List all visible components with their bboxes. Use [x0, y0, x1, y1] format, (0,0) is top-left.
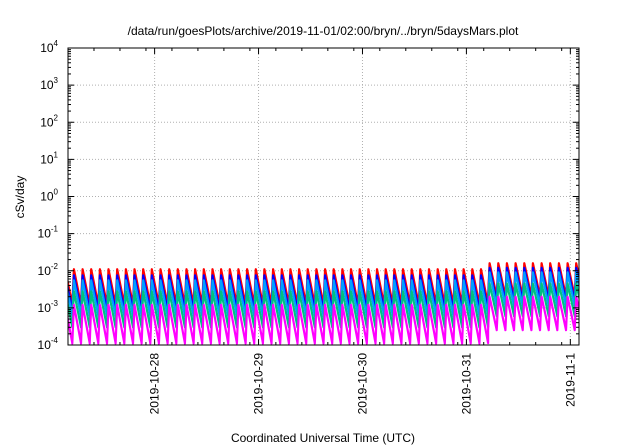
y-tick-exponent: 4	[54, 39, 59, 48]
y-tick-base: 10	[40, 190, 54, 204]
x-tick-label: 2019-11-1	[563, 353, 577, 407]
y-tick-exponent: 3	[54, 76, 59, 85]
y-tick-label: 10-3	[38, 299, 59, 315]
x-tick-label: 2019-10-29	[252, 353, 266, 415]
y-tick-label: 10-2	[38, 262, 59, 278]
y-tick-exponent: 2	[54, 113, 59, 122]
y-tick-label: 102	[40, 113, 58, 129]
y-tick-exponent: 1	[54, 150, 59, 159]
y-tick-base: 10	[40, 78, 54, 92]
chart-title: /data/run/goesPlots/archive/2019-11-01/0…	[128, 24, 519, 38]
x-tick-label: 2019-10-28	[148, 353, 162, 415]
series-line-4	[68, 295, 579, 345]
y-tick-base: 10	[40, 41, 54, 55]
y-tick-label: 10-4	[38, 336, 59, 352]
y-tick-label: 10-1	[38, 225, 59, 241]
x-axis-ticks: 2019-10-28 2019-10-29 2019-10-30 2019-10-31…	[67, 48, 577, 415]
x-tick-label: 2019-10-30	[355, 353, 369, 415]
y-tick-base: 10	[38, 301, 52, 315]
x-tick-label: 2019-10-31	[459, 353, 473, 415]
y-tick-exponent: -3	[51, 299, 59, 308]
y-tick-label: 104	[40, 39, 58, 55]
series-group	[68, 262, 579, 345]
y-tick-base: 10	[38, 227, 52, 241]
y-tick-base: 10	[40, 152, 54, 166]
y-axis-label: cSv/day	[13, 176, 27, 219]
y-tick-exponent: -2	[51, 262, 59, 271]
x-axis-label: Coordinated Universal Time (UTC)	[231, 431, 415, 445]
y-tick-exponent: 0	[54, 188, 59, 197]
y-tick-base: 10	[38, 264, 52, 278]
y-tick-exponent: -1	[51, 225, 59, 234]
y-tick-base: 10	[38, 338, 52, 352]
y-tick-label: 101	[40, 150, 58, 166]
y-tick-exponent: -4	[51, 336, 59, 345]
y-tick-label: 100	[40, 188, 58, 204]
y-tick-base: 10	[40, 115, 54, 129]
y-tick-label: 103	[40, 76, 58, 92]
